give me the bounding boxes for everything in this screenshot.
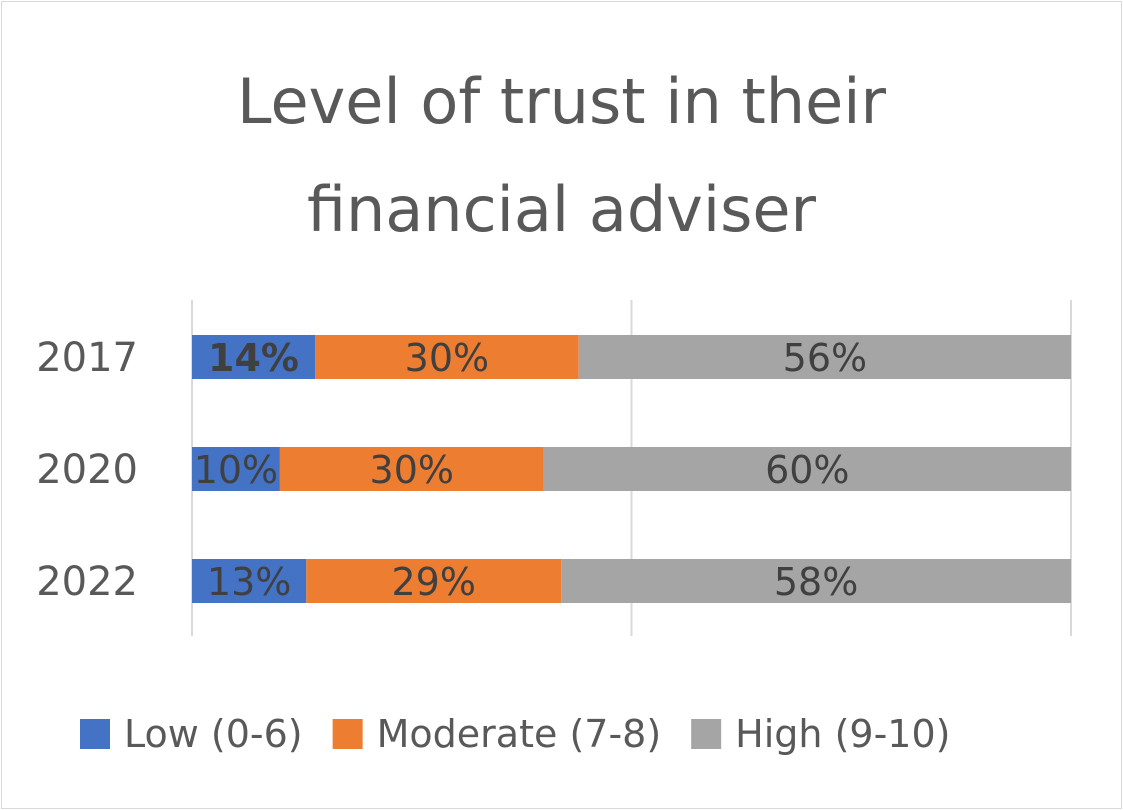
legend-label-0: Low (0-6) xyxy=(124,712,303,756)
bar-2017-series-1 xyxy=(315,335,579,379)
data-label-2017-series-0: 14% xyxy=(208,336,299,380)
category-label-2017: 2017 xyxy=(36,335,138,381)
data-label-2017-series-1: 30% xyxy=(405,336,489,380)
bar-2022-series-1 xyxy=(306,559,562,603)
data-label-2022-series-1: 29% xyxy=(391,560,475,604)
legend-label-2: High (9-10) xyxy=(735,712,950,756)
chart-title-line-2: financial adviser xyxy=(306,173,817,246)
data-label-2020-series-2: 60% xyxy=(765,448,849,492)
legend-swatch-0 xyxy=(80,719,110,749)
data-label-2020-series-0: 10% xyxy=(194,448,278,492)
legend-swatch-1 xyxy=(332,719,363,749)
bar-2022-series-0 xyxy=(192,559,307,603)
category-label-2022: 2022 xyxy=(36,559,138,605)
bar-2017-series-2 xyxy=(578,335,1071,379)
category-label-2020: 2020 xyxy=(36,447,138,493)
data-label-2022-series-0: 13% xyxy=(207,560,291,604)
data-label-2022-series-2: 58% xyxy=(774,560,858,604)
bar-2022-series-2 xyxy=(561,559,1071,603)
bar-2017-series-0 xyxy=(192,335,316,379)
bar-2020-series-0 xyxy=(192,447,280,491)
data-label-2017-series-2: 56% xyxy=(783,336,867,380)
bar-2020-series-1 xyxy=(279,447,544,491)
chart-title: Level of trust in their financial advise… xyxy=(0,48,1123,264)
legend-label-1: Moderate (7-8) xyxy=(377,712,662,756)
data-label-2020-series-1: 30% xyxy=(370,448,454,492)
chart-title-line-1: Level of trust in their xyxy=(237,65,886,138)
bar-2020-series-2 xyxy=(543,447,1071,491)
legend-swatch-2 xyxy=(691,719,722,749)
